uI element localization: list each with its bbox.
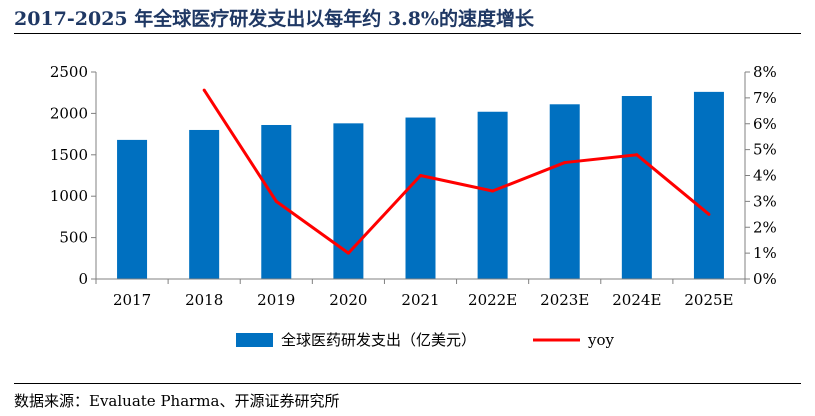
bar-2024E <box>621 96 652 280</box>
axes: 0 500 1000 1500 2000 2500 0% 1% 2% 3% 4% 5% 6% 7% 8% 20… <box>50 63 777 309</box>
yoy-point-2019 <box>274 199 278 203</box>
yoy-point-2025E <box>707 212 711 216</box>
x-tick-label: 2023E <box>540 291 589 309</box>
left-tick-label: 500 <box>59 229 88 247</box>
bar-2020 <box>333 123 364 279</box>
title-divider <box>14 33 801 34</box>
right-tick-label: 3% <box>753 192 777 210</box>
right-tick-label: 4% <box>753 167 777 185</box>
x-tick-label: 2021 <box>401 291 439 309</box>
bar-2022E <box>477 111 508 279</box>
legend-bar-label: 全球医药研发支出（亿美元） <box>281 331 476 349</box>
chart-title: 2017-2025 年全球医疗研发支出以每年约 3.8%的速度增长 <box>14 8 534 30</box>
legend-line-label: yoy <box>587 331 615 349</box>
left-tick-label: 2500 <box>50 63 88 81</box>
bar-2018 <box>189 129 220 279</box>
left-tick-label: 1500 <box>50 146 88 164</box>
left-tick-label: 0 <box>78 270 88 288</box>
left-tick-label: 2000 <box>50 104 88 122</box>
line-series <box>202 88 711 255</box>
yoy-point-2021 <box>419 174 422 177</box>
x-tick-label: 2018 <box>185 291 223 309</box>
yoy-point-2023E <box>563 161 567 165</box>
bar-2025E <box>693 91 724 279</box>
x-tick-label: 2022E <box>468 291 517 309</box>
yoy-point-2020 <box>346 251 350 255</box>
x-tick-label: 2017 <box>113 291 151 309</box>
legend-bar-swatch <box>236 333 273 347</box>
yoy-point-2018 <box>202 88 206 92</box>
right-tick-label: 1% <box>753 244 777 262</box>
legend: 全球医药研发支出（亿美元） yoy <box>236 331 615 349</box>
left-tick-label: 1000 <box>50 187 88 205</box>
yoy-point-2022E <box>491 189 495 193</box>
x-tick-label: 2020 <box>329 291 367 309</box>
yoy-line <box>202 89 710 255</box>
source-note: 数据来源：Evaluate Pharma、开源证券研究所 <box>14 392 340 410</box>
chart: 0 500 1000 1500 2000 2500 0% 1% 2% 3% 4% 5% 6% 7% 8% 20… <box>50 63 777 349</box>
x-tick-label: 2025E <box>684 291 733 309</box>
right-tick-label: 8% <box>753 63 777 81</box>
right-tick-label: 0% <box>753 270 777 288</box>
right-tick-label: 6% <box>753 115 777 133</box>
right-tick-label: 2% <box>753 218 777 236</box>
bar-2023E <box>549 104 580 280</box>
x-tick-label: 2024E <box>612 291 661 309</box>
bar-2017 <box>117 139 148 279</box>
bar-2021 <box>405 117 436 279</box>
yoy-point-2024E <box>635 153 639 157</box>
right-tick-label: 7% <box>753 89 777 107</box>
right-tick-label: 5% <box>753 141 777 159</box>
bar-series <box>117 91 724 280</box>
source-divider <box>14 383 801 384</box>
x-tick-label: 2019 <box>257 291 295 309</box>
